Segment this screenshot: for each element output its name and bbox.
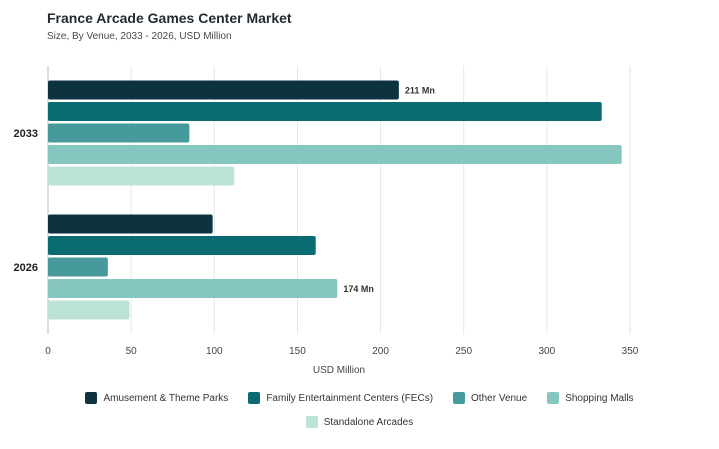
legend: Amusement & Theme Parks Family Entertainm… <box>0 392 719 440</box>
x-tick-label: 250 <box>455 346 472 357</box>
bar <box>48 279 338 298</box>
legend-swatch <box>547 392 560 404</box>
legend-swatch <box>248 392 261 404</box>
bar <box>48 145 622 164</box>
chart-subtitle: Size, By Venue, 2033 - 2026, USD Million <box>47 31 232 42</box>
legend-item: Amusement & Theme Parks <box>85 392 228 404</box>
category-label: 2033 <box>14 128 38 140</box>
bar <box>48 123 190 143</box>
x-tick-label: 350 <box>622 346 639 357</box>
data-label: 174 Mn <box>343 284 374 294</box>
chart-title: France Arcade Games Center Market <box>47 10 292 26</box>
x-axis-title: USD Million <box>313 365 365 376</box>
bar <box>48 214 213 234</box>
legend-label: Other Venue <box>471 392 528 404</box>
data-label: 211 Mn <box>405 86 435 96</box>
legend-label: Amusement & Theme Parks <box>103 392 229 404</box>
bar <box>48 102 602 121</box>
legend-item: Shopping Malls <box>547 392 634 404</box>
legend-swatch <box>305 416 318 428</box>
bar <box>48 236 316 255</box>
legend-label: Standalone Arcades <box>323 416 414 428</box>
legend-row: Standalone Arcades <box>0 416 719 428</box>
legend-label: Family Entertainment Centers (FECs) <box>266 392 434 404</box>
x-tick-label: 300 <box>539 346 556 357</box>
x-tick-label: 150 <box>289 346 306 357</box>
bar <box>48 257 108 277</box>
legend-item: Family Entertainment Centers (FECs) <box>248 392 433 404</box>
x-tick-label: 50 <box>126 346 138 357</box>
bar <box>48 166 235 186</box>
bar <box>48 300 130 320</box>
x-tick-label: 100 <box>206 346 223 357</box>
x-tick-label: 200 <box>372 346 389 357</box>
legend-item: Other Venue <box>453 392 527 404</box>
legend-swatch <box>85 392 98 404</box>
legend-item: Standalone Arcades <box>305 416 414 428</box>
bar-chart: 0 50 100 150 200 250 300 350 USD Million 2033 2026… <box>14 66 639 376</box>
legend-label: Shopping Malls <box>565 392 634 404</box>
bar <box>48 80 399 100</box>
legend-swatch <box>453 392 466 404</box>
category-label: 2026 <box>14 262 38 274</box>
legend-row: Amusement & Theme Parks Family Entertainm… <box>0 392 719 404</box>
x-tick-label: 0 <box>45 346 51 357</box>
